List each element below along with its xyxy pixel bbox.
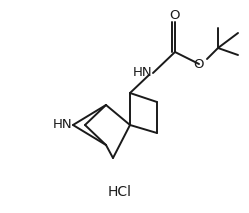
Text: HCl: HCl	[108, 185, 132, 199]
Text: HN: HN	[133, 66, 153, 79]
Text: O: O	[170, 9, 180, 22]
Text: O: O	[194, 58, 204, 71]
Text: HN: HN	[52, 118, 72, 131]
